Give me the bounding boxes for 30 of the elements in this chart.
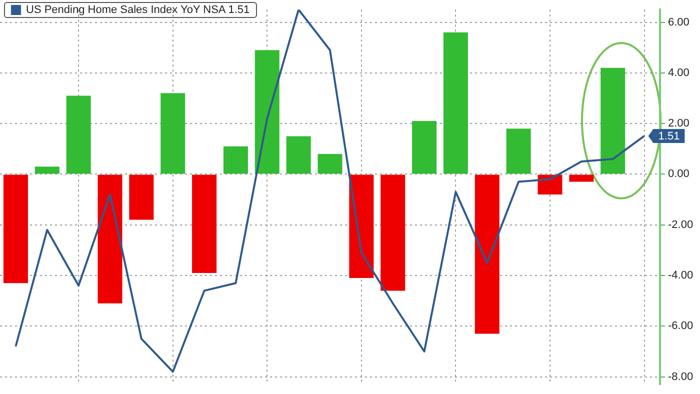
y-tick-label: 4.00	[668, 66, 690, 79]
bar	[412, 121, 437, 174]
y-tick-label: -2.00	[668, 218, 694, 231]
y-tick-label: 6.00	[668, 16, 690, 28]
bar	[538, 174, 562, 194]
bar	[443, 32, 468, 174]
bar	[66, 96, 91, 174]
bar	[160, 93, 186, 174]
bar	[98, 174, 122, 304]
data-label: 1.51	[658, 130, 680, 142]
bar	[286, 136, 311, 174]
bar	[349, 174, 374, 278]
bar	[254, 50, 280, 174]
y-tick-label: 2.00	[668, 118, 690, 130]
bar	[506, 128, 531, 174]
y-tick-label: -6.00	[668, 320, 694, 332]
bar	[569, 174, 594, 182]
y-tick-label: 0.00	[668, 168, 690, 180]
y-tick-label: -4.00	[668, 270, 694, 282]
y-tick-label: -8.00	[668, 370, 694, 383]
bar	[34, 166, 60, 174]
bar	[3, 174, 28, 284]
bar	[223, 146, 248, 174]
bar	[129, 174, 154, 220]
bar	[474, 174, 500, 334]
bar	[192, 174, 217, 273]
bar	[600, 68, 626, 174]
bar	[318, 154, 342, 174]
bar	[380, 174, 406, 291]
legend-label: US Pending Home Sales Index YoY NSA 1.51	[26, 4, 250, 16]
